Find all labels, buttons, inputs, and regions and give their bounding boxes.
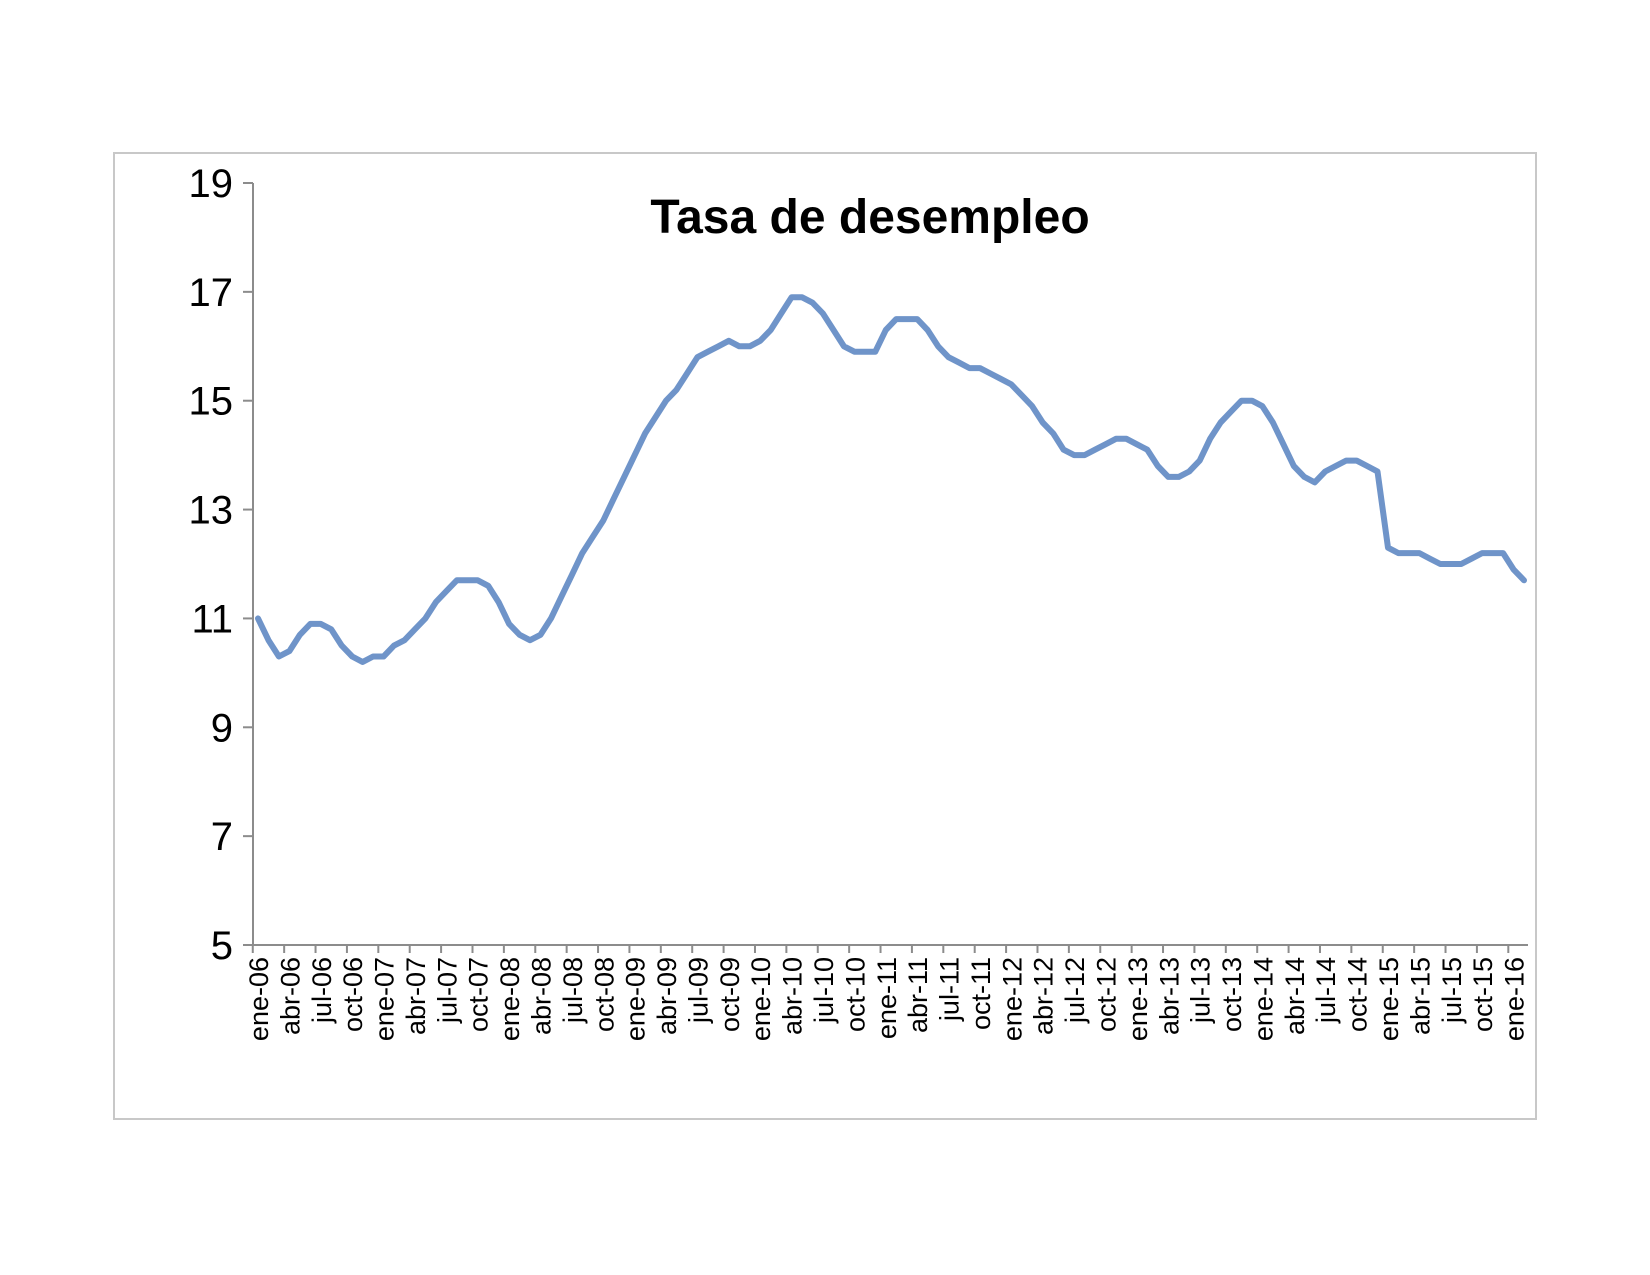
x-tick-label: jul-14 <box>1311 957 1341 1024</box>
x-tick-label: ene-06 <box>244 957 274 1041</box>
x-tick-label: oct-07 <box>464 957 494 1032</box>
x-tick-label: ene-10 <box>746 957 776 1041</box>
x-tick-label: oct-06 <box>338 957 368 1032</box>
series-layer <box>255 294 1527 665</box>
x-tick-label: abr-15 <box>1405 957 1435 1035</box>
y-axis: 5 7 9 11 13 15 17 19 <box>189 162 254 968</box>
chart-frame <box>113 152 1537 1120</box>
y-tick-label: 11 <box>191 597 233 641</box>
x-tick-label: oct-08 <box>589 957 619 1032</box>
x-tick-label: ene-14 <box>1248 957 1278 1041</box>
y-tick-label: 7 <box>211 815 233 859</box>
x-tick-label: jul-07 <box>432 957 462 1024</box>
y-tick-label: 5 <box>211 924 233 968</box>
x-tick-label: ene-09 <box>621 957 651 1041</box>
x-tick-label: abr-13 <box>1154 957 1184 1035</box>
series-line <box>255 294 1527 665</box>
x-tick-label: jul-10 <box>809 957 839 1024</box>
y-tick-label: 19 <box>189 162 234 206</box>
x-tick-label: ene-16 <box>1500 957 1530 1041</box>
x-tick-label: abr-12 <box>1029 957 1059 1035</box>
x-tick-label: ene-07 <box>370 957 400 1041</box>
x-axis: ene-06 abr-06 jul-06 oct-06 ene-07 abr-07 jul-… <box>244 944 1530 1041</box>
x-tick-label: jul-08 <box>558 957 588 1024</box>
y-tick-label: 15 <box>189 380 234 424</box>
x-tick-label: jul-06 <box>307 957 337 1024</box>
y-tick-label: 17 <box>189 271 234 315</box>
x-tick-label: oct-15 <box>1468 957 1498 1032</box>
y-tick-label: 13 <box>189 489 234 533</box>
x-tick-label: abr-07 <box>401 957 431 1035</box>
x-tick-label: abr-10 <box>778 957 808 1035</box>
x-tick-label: ene-12 <box>997 957 1027 1041</box>
x-tick-label: jul-13 <box>1186 957 1216 1024</box>
x-tick-label: jul-11 <box>935 957 965 1022</box>
x-tick-label: ene-13 <box>1123 957 1153 1041</box>
x-tick-label: oct-10 <box>840 957 870 1032</box>
x-tick-label: ene-11 <box>872 957 902 1039</box>
x-tick-label: oct-14 <box>1343 957 1373 1032</box>
x-tick-label: jul-12 <box>1060 957 1090 1024</box>
chart-title: Tasa de desempleo <box>650 191 1089 244</box>
x-tick-label: abr-14 <box>1280 957 1310 1035</box>
x-tick-label: oct-13 <box>1217 957 1247 1032</box>
x-tick-label: oct-12 <box>1091 957 1121 1032</box>
x-tick-label: jul-09 <box>683 957 713 1024</box>
x-tick-label: abr-06 <box>275 957 305 1035</box>
x-tick-label: oct-09 <box>715 957 745 1032</box>
x-tick-label: ene-15 <box>1374 957 1404 1041</box>
y-tick-label: 9 <box>211 706 233 750</box>
x-tick-label: abr-08 <box>526 957 556 1035</box>
x-tick-label: abr-09 <box>652 957 682 1035</box>
x-tick-label: abr-11 <box>903 957 933 1033</box>
x-tick-label: ene-08 <box>495 957 525 1041</box>
x-tick-label: oct-11 <box>966 957 996 1030</box>
x-tick-label: jul-15 <box>1437 957 1467 1024</box>
